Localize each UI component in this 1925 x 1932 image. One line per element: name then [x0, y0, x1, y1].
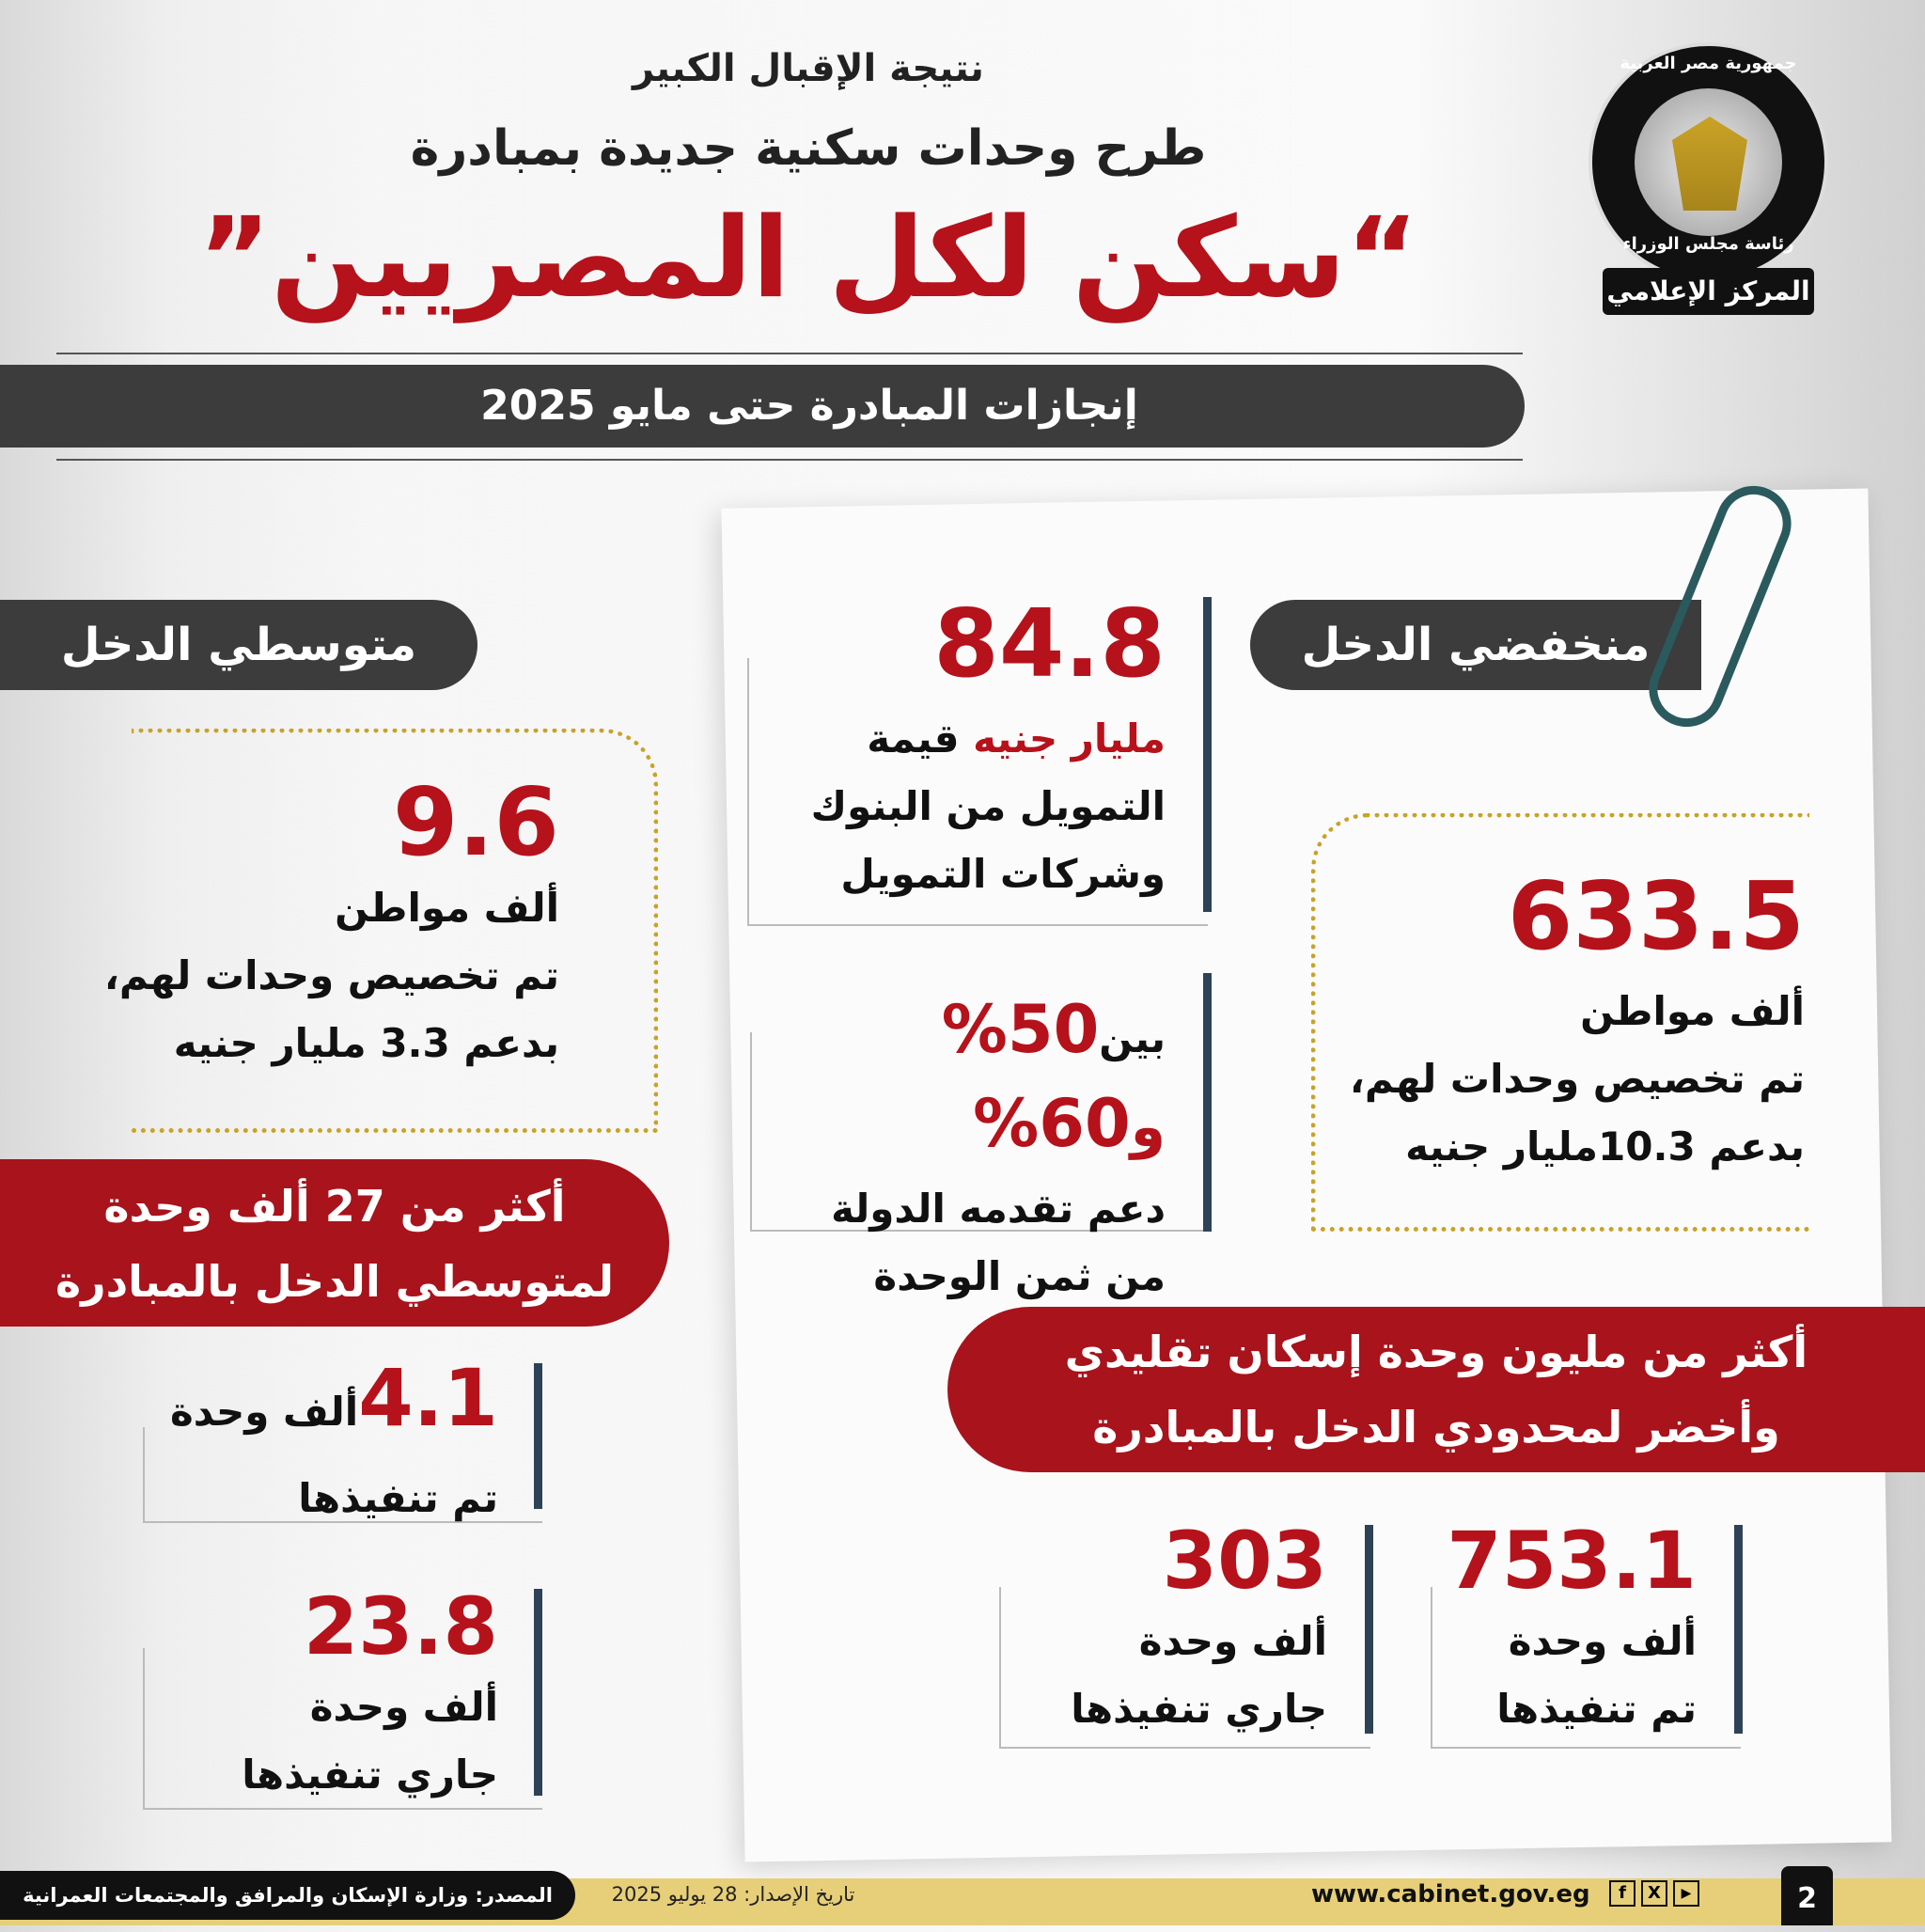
low-income-label: منخفضي الدخل: [1250, 600, 1701, 690]
middle-band-line2: لمتوسطي الدخل بالمبادرة: [55, 1256, 615, 1307]
footer-date: تاريخ الإصدار: 28 يوليو 2025: [611, 1883, 855, 1906]
youtube-icon[interactable]: ▶: [1673, 1880, 1699, 1907]
low-units-ongoing: 303 ألف وحدة جاري تنفيذها: [996, 1514, 1327, 1743]
frame: [143, 1648, 542, 1810]
unit: ألف وحدة: [309, 1684, 498, 1730]
accent-bar: [1365, 1525, 1373, 1734]
low-income-desc2: بدعم 10.3مليار جنيه: [1405, 1123, 1805, 1170]
unit: ألف وحدة: [169, 1389, 359, 1435]
frame: [1431, 1587, 1741, 1749]
middle-units-done: 4.1ألف وحدة تم تنفيذها: [141, 1354, 498, 1532]
value: 4.1: [358, 1352, 498, 1444]
desc: جاري تنفيذها: [1071, 1686, 1327, 1732]
low-income-stats: 633.5 ألف مواطن تم تخصيص وحدات لهم، بدعم…: [1335, 856, 1805, 1181]
middle-income-desc1: تم تخصيص وحدات لهم،: [103, 952, 559, 998]
low-band-line2: وأخضر لمحدودي الدخل بالمبادرة: [1092, 1402, 1780, 1453]
frame: [999, 1587, 1370, 1749]
low-income-value: 633.5: [1507, 861, 1805, 971]
header-line2: طرح وحدات سكنية جديدة بمبادرة: [410, 120, 1207, 177]
footer-source: المصدر: وزارة الإسكان والمرافق والمجتمعا…: [0, 1871, 575, 1920]
middle-income-value: 9.6: [392, 767, 559, 877]
support-and: و: [1130, 1094, 1166, 1160]
value: 303: [1162, 1515, 1327, 1607]
frame: [750, 1032, 1211, 1232]
middle-income-band: أكثر من 27 ألف وحدة لمتوسطي الدخل بالمبا…: [0, 1159, 669, 1327]
support-v2: 60%: [973, 1085, 1131, 1162]
support-prefix: بين: [1099, 1015, 1166, 1061]
middle-income-stats: 9.6 ألف مواطن تم تخصيص وحدات لهم، بدعم 3…: [94, 771, 559, 1077]
middle-band-line1: أكثر من 27 ألف وحدة: [103, 1181, 566, 1232]
middle-income-label: متوسطي الدخل: [0, 600, 477, 690]
value: 753.1: [1447, 1515, 1697, 1607]
page-title: “سكن لكل المصريين”: [197, 193, 1419, 322]
accent-bar: [534, 1589, 542, 1796]
divider: [56, 353, 1523, 354]
low-units-done: 753.1 ألف وحدة تم تنفيذها: [1410, 1514, 1697, 1743]
desc: تم تنفيذها: [298, 1475, 498, 1521]
financing-stats: 84.8 مليار جنيه قيمة التمويل من البنوك و…: [771, 583, 1166, 908]
unit: ألف وحدة: [1138, 1618, 1327, 1664]
social-icons: f X ▶: [1609, 1880, 1699, 1907]
middle-income-unit: ألف مواطن: [335, 885, 559, 931]
financing-desc2: وشركات التمويل: [840, 851, 1166, 897]
accent-bar: [1203, 973, 1212, 1232]
low-income-desc1: تم تخصيص وحدات لهم،: [1349, 1056, 1805, 1102]
middle-units-ongoing: 23.8 ألف وحدة جاري تنفيذها: [141, 1579, 498, 1809]
eagle-icon: [1672, 117, 1747, 211]
unit: ألف وحدة: [1508, 1618, 1697, 1664]
header-line1: نتيجة الإقبال الكبير: [633, 47, 984, 90]
subtitle-bar: إنجازات المبادرة حتى مايو 2025: [0, 365, 1525, 448]
frame: [143, 1427, 542, 1523]
x-icon[interactable]: X: [1641, 1880, 1667, 1907]
page-number: 2: [1781, 1866, 1833, 1925]
logo-bottom-text: المركز الإعلامي: [1603, 268, 1814, 315]
logo-top-text: جمهورية مصر العربية: [1620, 54, 1797, 73]
accent-bar: [1734, 1525, 1743, 1734]
desc: تم تنفيذها: [1496, 1686, 1697, 1732]
support-stats: بين50% و60% دعم تقدمه الدولة من ثمن الوح…: [752, 987, 1166, 1311]
logo-middle-text: رئاسة مجلس الوزراء: [1622, 234, 1794, 254]
support-line3: من ثمن الوحدة: [873, 1253, 1166, 1299]
value: 23.8: [303, 1580, 498, 1673]
financing-desc1: التمويل من البنوك: [810, 783, 1166, 829]
financing-desc0: قيمة: [867, 715, 960, 762]
middle-income-box: [132, 729, 658, 1133]
financing-value: 84.8: [933, 589, 1166, 699]
low-income-unit: ألف مواطن: [1580, 988, 1805, 1034]
low-income-band: أكثر من مليون وحدة إسكان تقليدي وأخضر لم…: [947, 1307, 1925, 1472]
accent-bar: [1203, 597, 1212, 912]
low-income-box: [1311, 813, 1809, 1232]
low-band-line1: أكثر من مليون وحدة إسكان تقليدي: [1064, 1327, 1808, 1377]
middle-income-desc2: بدعم 3.3 مليار جنيه: [173, 1020, 559, 1066]
financing-unit: مليار جنيه: [973, 715, 1166, 762]
divider: [56, 459, 1523, 461]
website-link[interactable]: www.cabinet.gov.eg: [1311, 1880, 1590, 1908]
facebook-icon[interactable]: f: [1609, 1880, 1635, 1907]
desc: جاري تنفيذها: [242, 1751, 498, 1798]
accent-bar: [534, 1363, 542, 1509]
logo: جمهورية مصر العربية رئاسة مجلس الوزراء: [1589, 42, 1828, 282]
support-v1: 50%: [941, 991, 1100, 1068]
frame: [747, 658, 1208, 926]
support-line2: دعم تقدمه الدولة: [831, 1186, 1166, 1232]
